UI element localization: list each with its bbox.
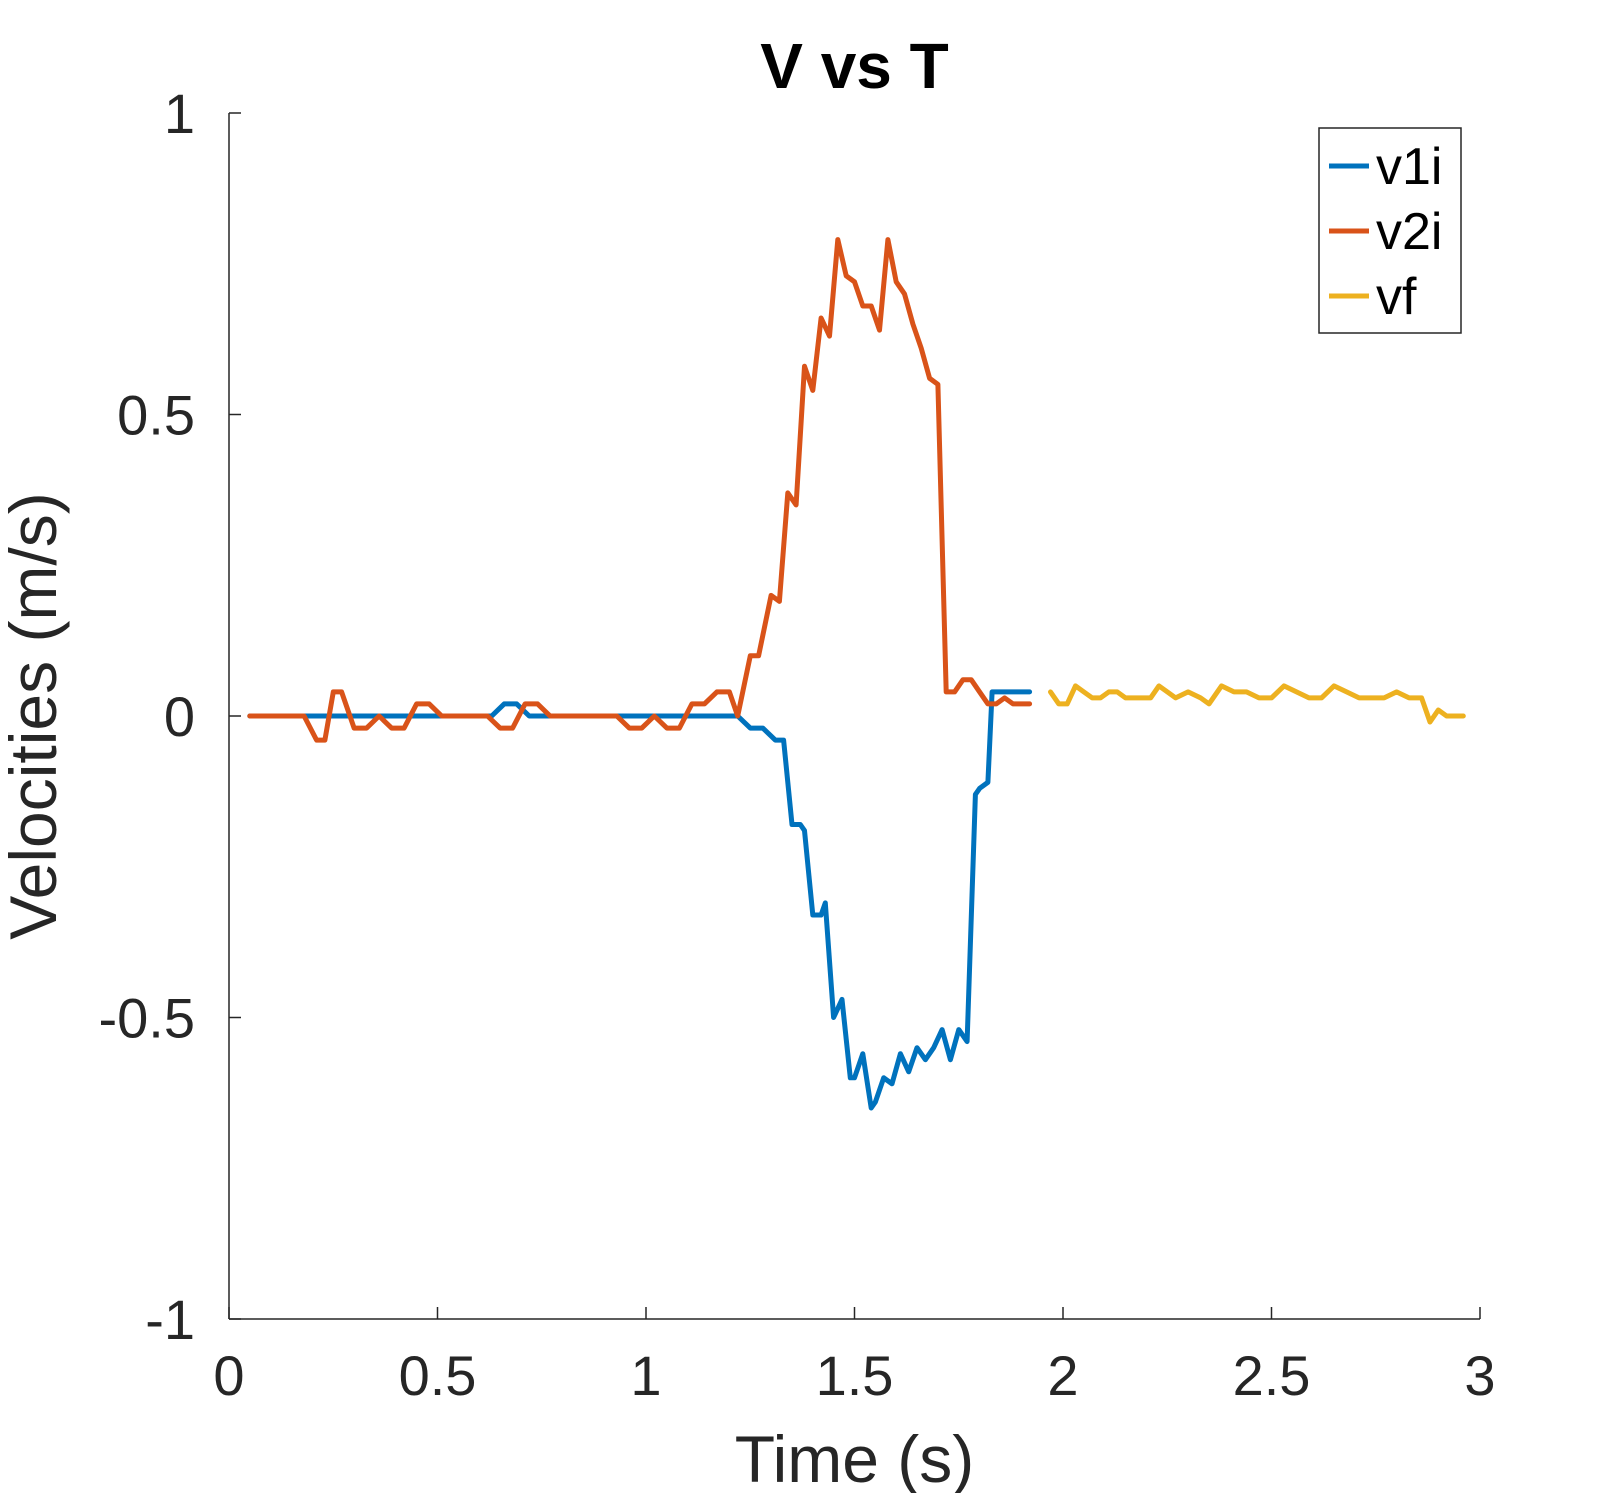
x-tick-label: 2.5 [1233, 1344, 1311, 1407]
x-axis-label: Time (s) [735, 1422, 975, 1493]
x-tick-label: 0 [213, 1344, 244, 1407]
y-tick-label: -0.5 [99, 987, 196, 1050]
legend: v1i v2i vf [1318, 127, 1462, 334]
x-tick-label: 3 [1464, 1344, 1495, 1407]
series-line-v1i [247, 689, 1033, 1111]
x-tick-label: 0.5 [399, 1344, 477, 1407]
x-tick-label: 1.5 [816, 1344, 894, 1407]
y-tick-label: -1 [145, 1288, 195, 1351]
y-tick-label: 1 [164, 82, 195, 145]
data-series [247, 237, 1466, 1111]
y-tick-label: 0 [164, 685, 195, 748]
chart-title: V vs T [760, 30, 949, 102]
series-line-vf [1048, 683, 1466, 725]
series-line-v2i [247, 237, 1033, 743]
y-tick-label: 0.5 [117, 384, 195, 447]
x-tick-label: 2 [1047, 1344, 1078, 1407]
legend-label-v1i: v1i [1376, 138, 1442, 196]
x-axis-ticks: 0 0.5 1 1.5 2 2.5 3 [213, 1307, 1496, 1407]
legend-label-vf: vf [1376, 268, 1417, 326]
x-tick-label: 1 [630, 1344, 661, 1407]
y-axis-ticks: -1 -0.5 0 0.5 1 [99, 82, 241, 1351]
y-axis-label: Velocities (m/s) [0, 492, 70, 939]
legend-label-v2i: v2i [1376, 203, 1442, 261]
